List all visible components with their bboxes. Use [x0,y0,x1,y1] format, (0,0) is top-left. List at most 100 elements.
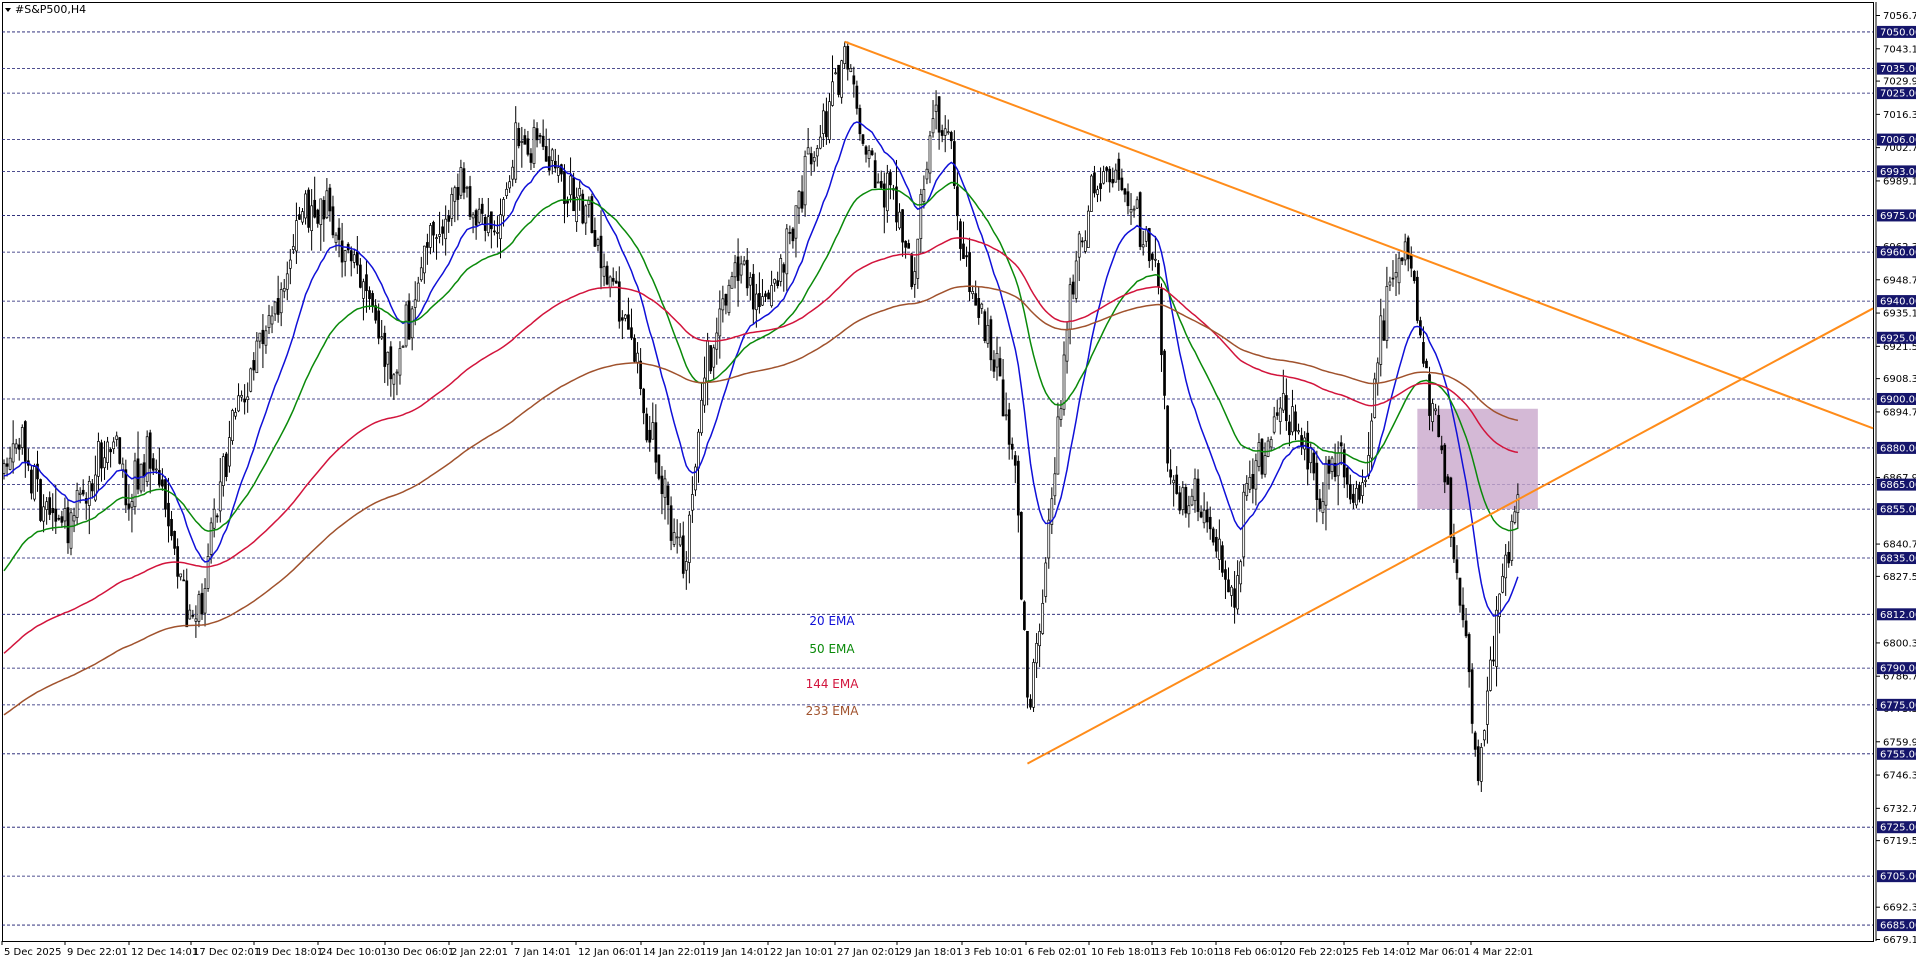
candle-body [983,311,987,341]
candle-body [1208,516,1212,530]
candle [298,206,301,221]
candle-body [971,291,974,295]
candle [736,238,740,307]
dropdown-arrow-icon[interactable] [5,8,11,12]
candle [934,90,938,130]
candle-body [447,215,451,222]
level-tag-label: 6900.00 [1880,394,1916,405]
candle-body [310,205,313,231]
candle-body [785,228,789,275]
candle [791,226,795,249]
candle [246,382,250,413]
level-tag-bg [1877,165,1916,178]
candle-body [444,218,448,240]
candle [127,484,131,521]
candle-body [471,214,475,219]
candle [1074,250,1078,303]
candle [316,208,320,228]
candle-body [989,319,993,361]
candle [1278,396,1282,435]
candle [1251,458,1255,504]
candle-body [797,191,801,209]
candle [1479,742,1483,792]
candle-body [1172,479,1176,484]
candle-body [1026,631,1029,698]
candle-body [255,340,259,374]
candle [1403,233,1407,266]
candle [103,440,106,480]
candle [1147,227,1151,268]
level-tag-label: 7035.00 [1880,64,1916,75]
candle [840,59,844,104]
candle [611,267,615,286]
candle [267,304,271,335]
candle-body [1422,342,1425,364]
candle [639,348,642,396]
candle [514,106,518,184]
candle [1297,423,1300,435]
candle-body [261,329,265,345]
candle-body [1431,403,1434,422]
candle-body [1446,476,1450,485]
candle [225,451,228,482]
level-tag: 6835.00 [1877,552,1916,565]
level-tag: 6755.00 [1877,747,1916,760]
candle-body [1397,257,1401,284]
candle-body [1193,478,1197,502]
candle [203,578,207,627]
candle-body [1473,732,1477,750]
candle-body [633,337,636,362]
candle-body [1199,511,1203,518]
candle-body [380,336,384,339]
candle-body [185,580,189,628]
candle [429,223,432,255]
candle [340,222,344,278]
candle [1458,577,1462,613]
candle-body [1175,474,1179,494]
candle [1254,453,1258,506]
candle-body [538,135,542,137]
candle [97,432,100,492]
lower-trendline[interactable] [1026,307,1874,765]
candle-body [639,360,642,389]
candle-body [986,325,990,344]
candle [907,239,911,249]
candle-body [1361,482,1364,497]
chart-title: #S&P500,H4 [15,3,86,16]
candle-body [154,468,158,471]
candle [100,439,103,482]
candle [1467,632,1471,688]
candle-body [1391,277,1395,280]
candle-body [514,122,518,180]
candle [136,431,140,495]
candle-body [57,517,61,520]
candle [666,481,670,525]
candle [1263,442,1267,478]
candle [962,221,965,259]
candle-body [1096,189,1099,195]
candle [179,573,183,581]
candle [90,478,94,499]
candle [1004,392,1008,421]
candle [87,475,91,535]
candle [755,283,758,328]
level-tag-bg [1877,246,1916,259]
candle-body [742,260,746,265]
level-tag: 6865.00 [1877,478,1916,491]
candle [182,569,186,582]
candle [1434,403,1437,416]
candle [541,119,545,151]
candle [276,275,280,323]
candle-body [1214,536,1218,552]
candle-body [322,200,326,220]
candle [450,187,454,227]
ema-144-line [3,237,1519,654]
candle [1050,487,1054,535]
upper-trendline[interactable] [844,40,1874,430]
candle-body [151,458,155,471]
candle-body [118,437,122,464]
candle-body [1400,257,1404,262]
candle [496,216,499,248]
